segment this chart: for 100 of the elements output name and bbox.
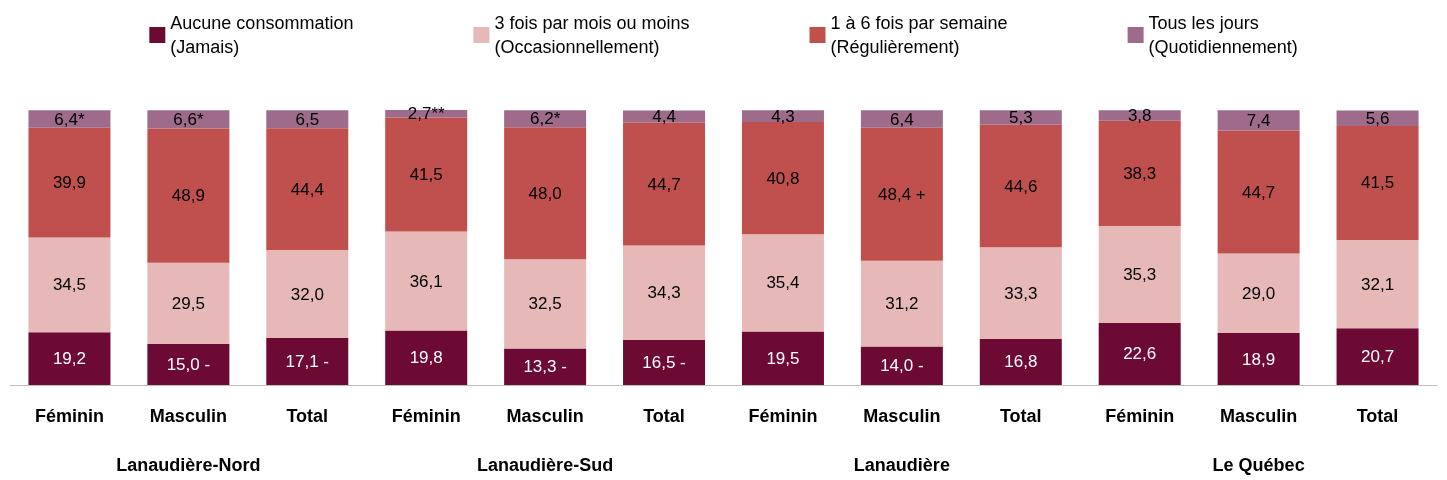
bar bbox=[266, 110, 349, 129]
bar bbox=[1336, 328, 1419, 385]
x-tick-label: Total bbox=[1356, 406, 1399, 426]
data-label: 33,3 bbox=[1004, 283, 1038, 303]
bar bbox=[504, 348, 587, 385]
data-label: 6,4 bbox=[890, 109, 914, 129]
bar bbox=[1217, 253, 1300, 334]
x-tick-label: Masculin bbox=[149, 406, 227, 426]
data-label: 15,0 - bbox=[166, 354, 211, 374]
x-tick-label: Masculin bbox=[863, 406, 941, 426]
bar bbox=[147, 343, 230, 385]
bar bbox=[266, 250, 349, 339]
bar bbox=[860, 346, 943, 385]
bar bbox=[741, 331, 824, 385]
data-label: 41,5 bbox=[409, 164, 443, 184]
x-tick-label: Féminin bbox=[1105, 406, 1175, 426]
bar bbox=[860, 260, 943, 347]
bar bbox=[623, 122, 706, 246]
data-label: 4,3 bbox=[771, 106, 795, 126]
data-label: 48,9 bbox=[171, 186, 205, 206]
data-label: 17,1 - bbox=[285, 352, 330, 372]
data-label: 5,3 bbox=[1008, 108, 1033, 128]
data-label: 44,7 bbox=[647, 174, 681, 194]
data-label: 13,3 - bbox=[523, 357, 567, 377]
data-label: 44,6 bbox=[1004, 176, 1038, 196]
data-label: 16,8 bbox=[1004, 352, 1038, 372]
text: Le Québec bbox=[1212, 455, 1305, 476]
data-label: 39,9 bbox=[52, 173, 87, 193]
data-label: 20,7 bbox=[1360, 347, 1395, 367]
bar bbox=[979, 124, 1062, 248]
x-tick-label: Total bbox=[999, 406, 1042, 426]
data-label: 18,9 bbox=[1242, 349, 1276, 369]
data-label: 41,5 bbox=[1360, 173, 1395, 193]
data-label: 35,4 bbox=[766, 273, 800, 293]
data-label: 19,5 bbox=[766, 348, 800, 368]
x-tick-label: Féminin bbox=[748, 406, 818, 426]
legend-label: 3 fois par mois ou moins (Occasionnellement) bbox=[494, 13, 690, 57]
bar bbox=[1217, 110, 1300, 131]
x-tick-label: Masculin bbox=[506, 406, 584, 426]
legend-label: Tous les jours (Quotidiennement) bbox=[1148, 13, 1298, 57]
text: Lanaudière bbox=[853, 455, 950, 476]
data-label: 5,6 bbox=[1365, 108, 1390, 128]
bar bbox=[28, 237, 111, 333]
data-label: 48,0 bbox=[528, 183, 562, 203]
data-label: 32,5 bbox=[528, 294, 562, 314]
bar bbox=[860, 110, 943, 128]
bar bbox=[741, 234, 824, 332]
x-tick-label: Féminin bbox=[391, 406, 461, 426]
data-label: 34,5 bbox=[52, 275, 87, 295]
x-tick-label: Total bbox=[286, 406, 329, 426]
data-label: 32,1 bbox=[1360, 274, 1395, 294]
bar bbox=[1336, 239, 1419, 329]
data-label: 6,6* bbox=[173, 109, 204, 129]
data-label: 32,0 bbox=[290, 284, 324, 304]
bar bbox=[979, 338, 1062, 385]
bar bbox=[979, 110, 1062, 125]
bar bbox=[741, 122, 824, 235]
data-label: 2,7** bbox=[407, 104, 446, 124]
data-label: 48,4 + bbox=[878, 184, 926, 204]
data-label: 38,3 bbox=[1123, 163, 1157, 183]
legend-label: 1 à 6 fois par semaine (Régulièrement) bbox=[830, 13, 1008, 57]
bar bbox=[147, 128, 230, 263]
bar bbox=[1098, 322, 1181, 385]
x-tick-label: Féminin bbox=[34, 406, 104, 426]
data-label: 22,6 bbox=[1123, 344, 1157, 364]
data-label: 7,4 bbox=[1246, 110, 1271, 130]
text: Lanaudière-Nord bbox=[116, 455, 261, 476]
x-tick-label: Total bbox=[643, 406, 685, 426]
text: Lanaudière-Sud bbox=[477, 455, 614, 476]
bar bbox=[147, 262, 230, 344]
bar bbox=[28, 127, 111, 238]
data-label: 3,8 bbox=[1127, 105, 1152, 125]
bar bbox=[979, 247, 1062, 339]
data-label: 6,5 bbox=[295, 109, 320, 129]
data-label: 6,4* bbox=[54, 109, 85, 129]
data-label: 16,5 - bbox=[642, 352, 686, 372]
bar bbox=[623, 339, 706, 385]
data-label: 34,3 bbox=[647, 283, 681, 303]
data-label: 29,5 bbox=[171, 293, 205, 313]
bar bbox=[385, 231, 468, 331]
bar bbox=[1217, 333, 1300, 385]
data-label: 36,1 bbox=[409, 271, 443, 291]
bar bbox=[385, 330, 468, 385]
data-label: 44,4 bbox=[290, 179, 324, 199]
bar bbox=[1336, 125, 1419, 240]
data-label: 19,2 bbox=[52, 349, 87, 369]
bar bbox=[266, 338, 349, 385]
data-label: 4,4 bbox=[652, 107, 676, 127]
data-label: 40,8 bbox=[766, 168, 800, 188]
bar bbox=[266, 128, 349, 251]
data-label: 44,7 bbox=[1242, 182, 1276, 202]
data-label: 35,3 bbox=[1123, 264, 1157, 284]
data-label: 19,8 bbox=[409, 348, 443, 368]
legend-label: Aucune consommation (Jamais) bbox=[170, 13, 354, 57]
data-label: 6,2* bbox=[530, 109, 561, 129]
data-label: 31,2 bbox=[885, 294, 919, 314]
bar bbox=[28, 332, 111, 385]
bar bbox=[504, 259, 587, 349]
bar bbox=[504, 127, 587, 260]
bar bbox=[860, 127, 943, 261]
